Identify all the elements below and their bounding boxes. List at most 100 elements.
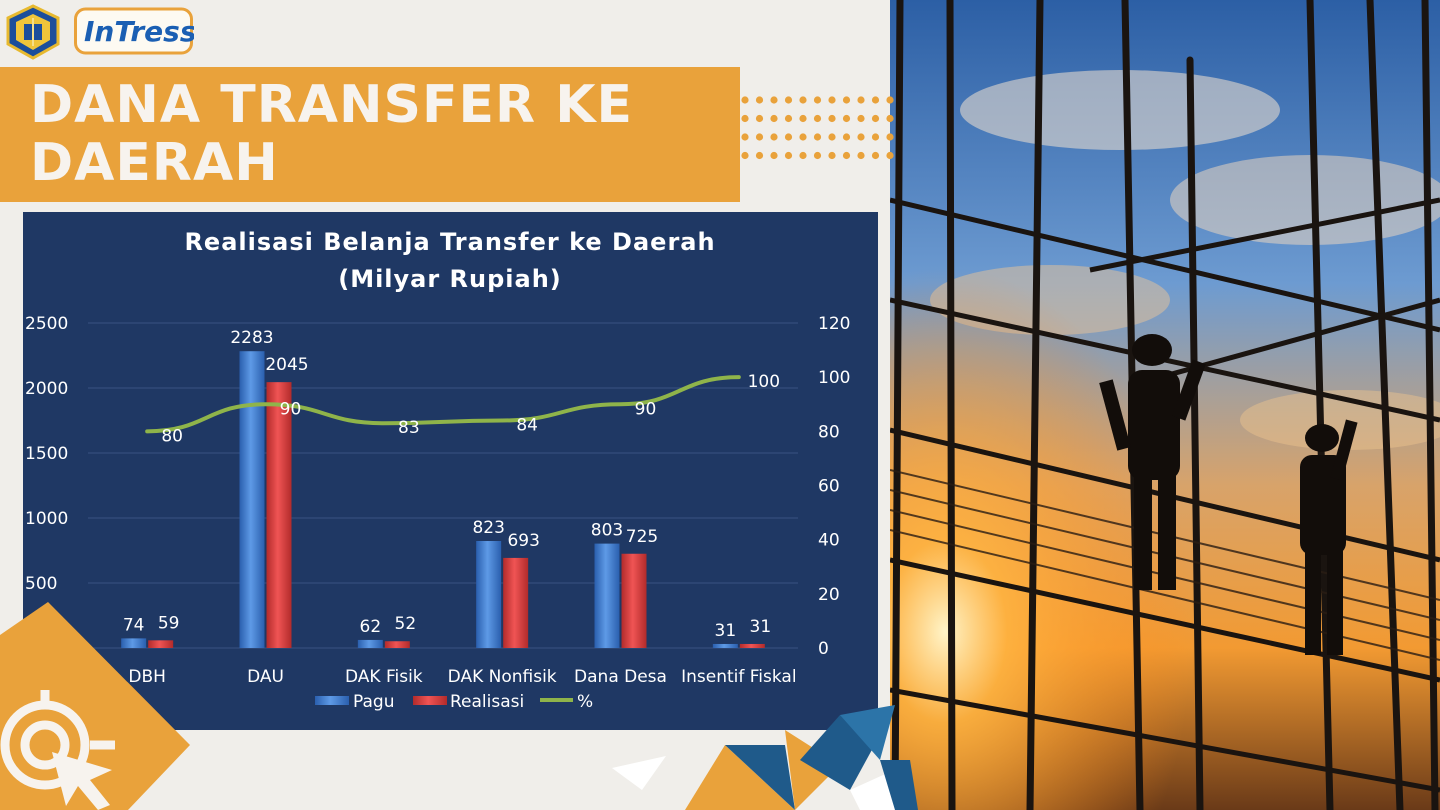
decorative-dot xyxy=(857,96,865,104)
decorative-dot xyxy=(886,133,894,141)
title-band xyxy=(0,67,740,202)
intress-logo: InTress xyxy=(74,7,194,55)
decorative-dot xyxy=(755,133,764,141)
decorative-dot xyxy=(886,151,894,160)
y-right-tick-label: 100 xyxy=(818,368,850,388)
decorative-dot xyxy=(784,133,793,141)
decorative-dot xyxy=(842,151,851,160)
y-right-tick-label: 0 xyxy=(818,639,829,659)
decorative-dot xyxy=(741,151,749,160)
decorative-dot xyxy=(755,151,764,160)
data-label-realisasi: 59 xyxy=(158,613,180,633)
bar-realisasi xyxy=(148,640,174,648)
y-left-tick-label: 1500 xyxy=(25,444,68,464)
legend-swatch-pagu xyxy=(315,696,349,705)
bar-pagu xyxy=(239,351,265,648)
data-label-pagu: 2283 xyxy=(230,328,273,348)
chart-title: Realisasi Belanja Transfer ke Daerah xyxy=(184,228,715,256)
decorative-dot xyxy=(770,96,778,104)
y-left-tick-label: 2500 xyxy=(25,314,68,334)
decorative-dot xyxy=(755,114,764,123)
legend-label-pagu: Pagu xyxy=(353,692,394,712)
decorative-dot xyxy=(871,133,880,141)
data-label-pagu: 31 xyxy=(715,621,737,641)
ministry-emblem-icon xyxy=(6,4,60,60)
y-right-tick-label: 80 xyxy=(818,422,840,442)
bar-realisasi xyxy=(384,641,410,648)
decorative-dot xyxy=(871,151,880,160)
data-label-pagu: 803 xyxy=(591,521,623,541)
decorative-dot xyxy=(741,96,749,104)
legend-swatch-realisasi xyxy=(413,696,447,705)
transfer-chart: Realisasi Belanja Transfer ke Daerah (Mil… xyxy=(25,228,850,712)
decorative-dot xyxy=(886,114,894,123)
data-label-pagu: 62 xyxy=(360,617,382,637)
decorative-dot xyxy=(886,96,894,104)
data-label-percent: 100 xyxy=(748,372,780,392)
decorative-dot xyxy=(828,133,836,141)
decorative-dot xyxy=(799,114,807,123)
bar-pagu xyxy=(357,639,383,648)
decorative-dot xyxy=(770,133,778,141)
bar-pagu xyxy=(594,543,620,648)
decorative-dot xyxy=(770,114,778,123)
y-right-tick-label: 20 xyxy=(818,585,840,605)
bar-pagu xyxy=(476,541,502,648)
decorative-dot xyxy=(857,151,865,160)
data-label-realisasi: 31 xyxy=(750,617,772,637)
decorative-dot xyxy=(842,133,851,141)
bar-realisasi xyxy=(503,557,529,648)
y-left-tick-label: 1000 xyxy=(25,509,68,529)
chart-panel: Realisasi Belanja Transfer ke Daerah (Mil… xyxy=(23,212,878,730)
data-label-percent: 83 xyxy=(398,418,420,438)
y-right-tick-label: 60 xyxy=(818,477,840,497)
decorative-dot-grid xyxy=(741,96,894,160)
chart-subtitle: (Milyar Rupiah) xyxy=(338,265,562,293)
decorative-dot xyxy=(842,114,851,123)
decorative-dot xyxy=(813,114,822,123)
decorative-dot xyxy=(784,114,793,123)
data-label-realisasi: 725 xyxy=(626,527,658,547)
decorative-dot xyxy=(813,133,822,141)
decorative-dot xyxy=(799,133,807,141)
data-label-percent: 80 xyxy=(161,426,183,446)
bar-realisasi xyxy=(621,553,647,648)
decorative-dot xyxy=(755,96,764,104)
decorative-dot xyxy=(799,151,807,160)
decorative-dot xyxy=(741,133,749,141)
data-label-pagu: 823 xyxy=(472,518,504,538)
bar-pagu xyxy=(712,643,738,648)
decorative-dot xyxy=(813,96,822,104)
category-label: DAK Nonfisik xyxy=(448,667,557,687)
y-left-tick-label: 500 xyxy=(25,574,57,594)
legend-label-percent: % xyxy=(577,692,593,712)
construction-photo xyxy=(890,0,1440,810)
legend-label-realisasi: Realisasi xyxy=(450,692,524,712)
decorative-dot xyxy=(828,96,836,104)
y-right-tick-label: 120 xyxy=(818,314,850,334)
decorative-dot xyxy=(857,133,865,141)
page-title: DANA TRANSFER KE DAERAH xyxy=(30,75,634,193)
bar-realisasi xyxy=(266,382,292,648)
bar-pagu xyxy=(121,638,147,648)
decorative-dot xyxy=(813,151,822,160)
category-label: Insentif Fiskal xyxy=(681,667,796,687)
category-label: DAU xyxy=(247,667,284,687)
decorative-dot xyxy=(770,151,778,160)
construction-scaffold-image xyxy=(890,0,1440,810)
decorative-dot xyxy=(871,114,880,123)
data-label-realisasi: 693 xyxy=(507,531,539,551)
data-label-percent: 90 xyxy=(280,399,302,419)
category-label: DAK Fisik xyxy=(345,667,423,687)
decorative-dot xyxy=(784,96,793,104)
category-label: DBH xyxy=(128,667,166,687)
decorative-dot xyxy=(741,114,749,123)
decorative-dot xyxy=(828,151,836,160)
decorative-dot xyxy=(871,96,880,104)
data-label-realisasi: 2045 xyxy=(265,355,308,375)
data-label-realisasi: 52 xyxy=(395,614,417,634)
decorative-dot xyxy=(799,96,807,104)
bar-realisasi xyxy=(739,643,765,648)
percent-series-line xyxy=(145,375,741,434)
data-label-percent: 84 xyxy=(516,416,538,436)
